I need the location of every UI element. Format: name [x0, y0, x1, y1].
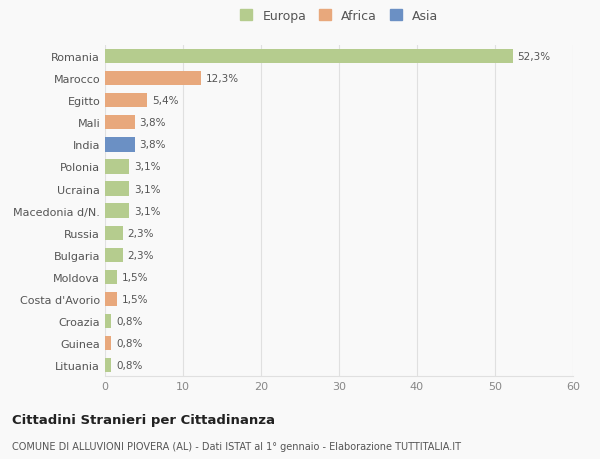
Bar	[105, 336, 111, 351]
Bar	[105, 358, 111, 373]
Bar	[105, 204, 129, 218]
Text: 0,8%: 0,8%	[116, 338, 142, 348]
Text: 12,3%: 12,3%	[206, 74, 239, 84]
Text: 1,5%: 1,5%	[121, 272, 148, 282]
Bar	[105, 292, 116, 307]
Bar	[105, 270, 116, 285]
Text: 3,1%: 3,1%	[134, 184, 160, 194]
Text: 1,5%: 1,5%	[121, 294, 148, 304]
Bar	[105, 226, 123, 241]
Text: 2,3%: 2,3%	[128, 250, 154, 260]
Text: 0,8%: 0,8%	[116, 360, 142, 370]
Bar	[105, 160, 129, 174]
Text: 3,1%: 3,1%	[134, 206, 160, 216]
Bar	[105, 116, 134, 130]
Bar	[105, 138, 134, 152]
Bar	[105, 50, 513, 64]
Bar	[105, 72, 201, 86]
Text: 5,4%: 5,4%	[152, 96, 178, 106]
Text: 3,1%: 3,1%	[134, 162, 160, 172]
Legend: Europa, Africa, Asia: Europa, Africa, Asia	[236, 6, 442, 26]
Text: 3,8%: 3,8%	[139, 118, 166, 128]
Text: COMUNE DI ALLUVIONI PIOVERA (AL) - Dati ISTAT al 1° gennaio - Elaborazione TUTTI: COMUNE DI ALLUVIONI PIOVERA (AL) - Dati …	[12, 441, 461, 451]
Text: 0,8%: 0,8%	[116, 316, 142, 326]
Text: Cittadini Stranieri per Cittadinanza: Cittadini Stranieri per Cittadinanza	[12, 413, 275, 426]
Text: 2,3%: 2,3%	[128, 228, 154, 238]
Text: 52,3%: 52,3%	[518, 52, 551, 62]
Bar	[105, 182, 129, 196]
Bar	[105, 314, 111, 329]
Bar	[105, 94, 147, 108]
Bar	[105, 248, 123, 263]
Text: 3,8%: 3,8%	[139, 140, 166, 150]
